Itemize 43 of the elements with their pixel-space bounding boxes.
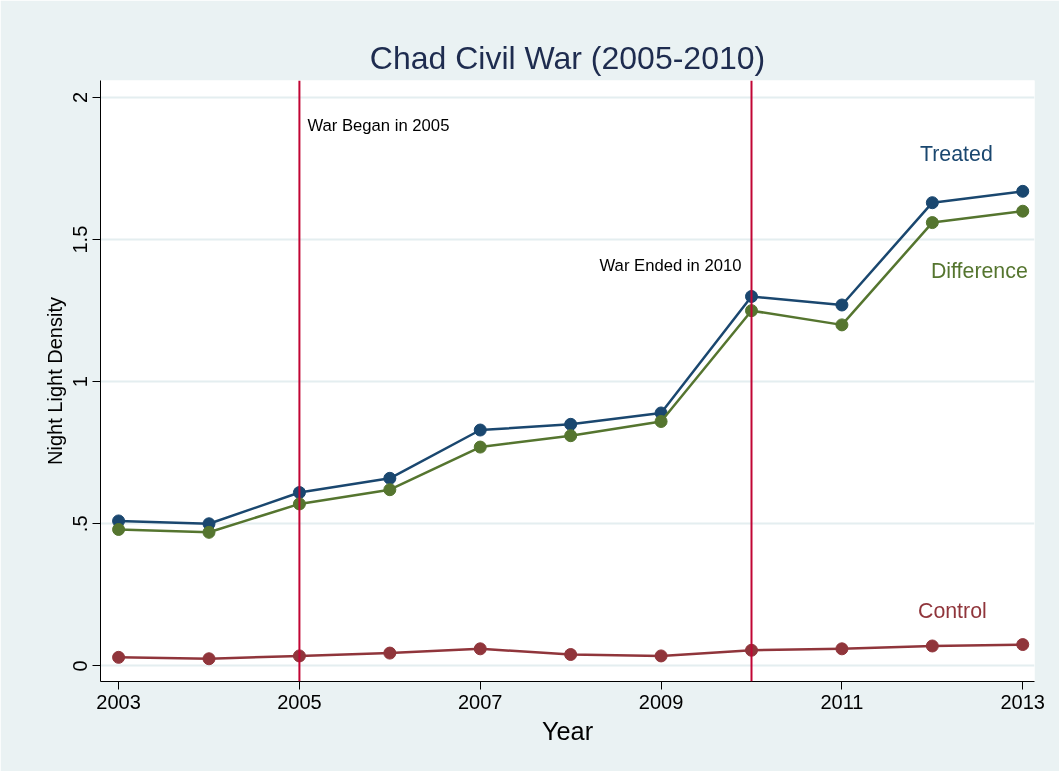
point <box>112 650 126 664</box>
ref-line-label: War Ended in 2010 <box>599 256 742 275</box>
point <box>564 429 578 443</box>
point <box>654 415 668 428</box>
x-tick-label: 2007 <box>458 690 503 713</box>
x-tick-label: 2003 <box>96 690 141 713</box>
point <box>473 642 487 656</box>
point <box>925 639 939 653</box>
y-tick-label: 1 <box>69 376 92 388</box>
y-tick-label: 2 <box>69 91 92 104</box>
point <box>383 471 397 485</box>
point <box>202 652 216 666</box>
point <box>835 318 849 332</box>
x-tick-label: 2005 <box>277 690 322 713</box>
point <box>1016 638 1030 652</box>
point <box>925 216 939 230</box>
point <box>654 649 668 663</box>
point <box>1016 204 1030 218</box>
ref-line-label: War Began in 2005 <box>307 116 450 135</box>
point <box>112 522 126 536</box>
point <box>835 298 849 312</box>
x-tick-label: 2013 <box>1000 690 1045 713</box>
x-axis-title: Year <box>541 716 594 745</box>
point <box>473 423 487 437</box>
x-tick-label: 2011 <box>820 690 864 713</box>
series-label: Control <box>917 598 987 623</box>
y-tick-label: .5 <box>69 515 92 533</box>
series-label: Difference <box>930 259 1028 284</box>
point <box>564 648 578 661</box>
point <box>1016 184 1030 198</box>
point <box>383 646 397 660</box>
y-axis-title: Night Light Density <box>43 297 66 465</box>
point <box>202 525 216 539</box>
x-tick-label: 2009 <box>638 690 684 713</box>
y-tick-label: 0 <box>69 660 92 672</box>
point <box>473 440 487 454</box>
y-tick-label: 1.5 <box>69 225 92 254</box>
chart-title: Chad Civil War (2005-2010) <box>369 39 766 76</box>
point <box>925 196 939 210</box>
point <box>564 417 578 431</box>
point <box>383 483 397 497</box>
series-label: Treated <box>920 142 993 167</box>
point <box>835 642 849 656</box>
